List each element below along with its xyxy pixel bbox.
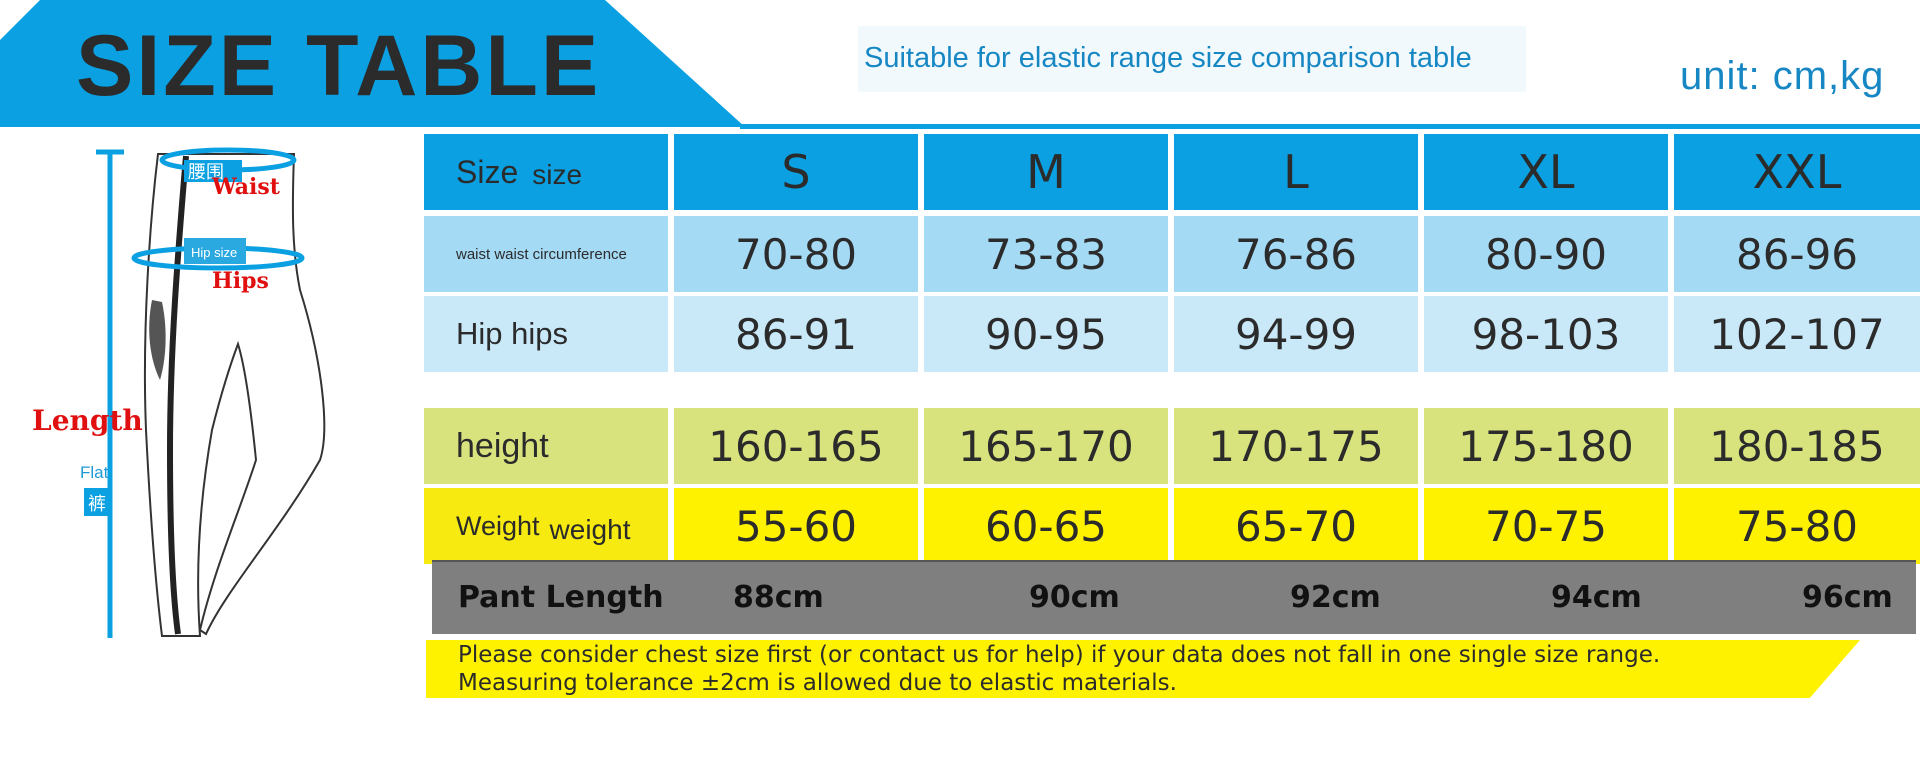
hip-size-label: Hip size [191, 245, 237, 260]
waist-cn-label: 腰围 [188, 162, 224, 183]
height-row-label: height [456, 426, 549, 465]
table-cell: 55-60 [674, 488, 918, 564]
table-cell: 75-80 [1674, 488, 1920, 564]
weight-value: 70-75 [1484, 501, 1608, 551]
table-cell: 94-99 [1174, 296, 1418, 372]
waist-value: 86-96 [1735, 229, 1859, 279]
size-cell: M [924, 134, 1168, 210]
pants-outline [143, 153, 326, 637]
pants-cn-tag [84, 488, 112, 516]
hip-size-tag [184, 238, 246, 264]
note-line-1: Please consider chest size first (or con… [458, 642, 1661, 668]
hip-label-cell: Hip hips [424, 296, 668, 372]
table-cell: 98-103 [1424, 296, 1668, 372]
hip-value: 102-107 [1709, 309, 1885, 359]
waist-value: 70-80 [734, 229, 858, 279]
hips-label: Hips [212, 268, 269, 294]
header-band [0, 0, 745, 127]
table-cell: 165-170 [924, 408, 1168, 484]
waist-value: 80-90 [1484, 229, 1608, 279]
size-xxl: XXL [1752, 145, 1842, 199]
height-value: 170-175 [1208, 421, 1384, 471]
height-value: 180-185 [1709, 421, 1885, 471]
weight-value: 60-65 [984, 501, 1108, 551]
pants-cn-label: 裤 [88, 494, 106, 515]
pant-length-label: Pant Length [458, 580, 664, 615]
flat-label: Flat [80, 463, 109, 482]
size-header-sub: size [532, 159, 583, 190]
table-header-row: Size size S M L XL XXL [424, 134, 1920, 210]
weight-row-sub: weight [549, 514, 631, 545]
waist-value: 73-83 [984, 229, 1108, 279]
table-cell: 175-180 [1424, 408, 1668, 484]
waist-label: Waist [211, 174, 281, 200]
table-cell: 70-75 [1424, 488, 1668, 564]
waist-cn-tag [184, 160, 242, 182]
hip-value: 86-91 [734, 309, 858, 359]
size-xl: XL [1517, 145, 1575, 199]
hip-row-label: Hip hips [456, 316, 568, 351]
weight-value: 55-60 [734, 501, 858, 551]
table-cell: 60-65 [924, 488, 1168, 564]
unit-label: unit: cm,kg [1680, 54, 1885, 98]
size-s: S [781, 145, 811, 199]
waist-row: waist waist circumference 70-80 73-83 76… [424, 216, 1920, 292]
subtitle: Suitable for elastic range size comparis… [864, 42, 1472, 74]
size-cell: S [674, 134, 918, 210]
waist-label-cell: waist waist circumference [424, 216, 668, 292]
pant-length-value: 96cm [1802, 580, 1893, 615]
pant-length-value: 94cm [1551, 580, 1642, 615]
height-label-cell: height [424, 408, 668, 484]
header-divider [740, 124, 1920, 129]
subtitle-box [858, 26, 1526, 92]
size-l: L [1283, 145, 1309, 199]
hip-row: Hip hips 86-91 90-95 94-99 98-103 102-10… [424, 296, 1920, 372]
table-cell: 73-83 [924, 216, 1168, 292]
note-band [426, 640, 1860, 698]
weight-label-cell: Weight weight [424, 488, 668, 564]
weight-row: Weight weight 55-60 60-65 65-70 70-75 75… [424, 488, 1920, 564]
weight-value: 65-70 [1234, 501, 1358, 551]
table-cell: 76-86 [1174, 216, 1418, 292]
weight-value: 75-80 [1735, 501, 1859, 551]
table-cell: 80-90 [1424, 216, 1668, 292]
table-cell: 86-96 [1674, 216, 1920, 292]
hip-value: 90-95 [984, 309, 1108, 359]
length-label: Length [32, 404, 143, 437]
weight-row-label: Weight [456, 510, 540, 541]
table-cell: 65-70 [1174, 488, 1418, 564]
height-value: 165-170 [958, 421, 1134, 471]
table-cell: 180-185 [1674, 408, 1920, 484]
hip-value: 98-103 [1471, 309, 1621, 359]
height-value: 160-165 [708, 421, 884, 471]
height-row: height 160-165 165-170 170-175 175-180 1… [424, 408, 1920, 484]
table-cell: 70-80 [674, 216, 918, 292]
table-cell: 160-165 [674, 408, 918, 484]
pants-logo-graphic [149, 300, 166, 380]
waist-row-label: waist waist circumference [456, 245, 627, 263]
size-header-label: Size [456, 153, 519, 190]
note-line-2: Measuring tolerance ±2cm is allowed due … [458, 670, 1177, 696]
pant-length-value: 90cm [1029, 580, 1120, 615]
size-header-cell: Size size [424, 134, 668, 210]
height-value: 175-180 [1458, 421, 1634, 471]
size-cell: L [1174, 134, 1418, 210]
pant-length-value: 88cm [733, 580, 824, 615]
page-title: SIZE TABLE [76, 18, 602, 114]
size-cell: XXL [1674, 134, 1920, 210]
size-cell: XL [1424, 134, 1668, 210]
table-cell: 170-175 [1174, 408, 1418, 484]
pant-length-value: 92cm [1290, 580, 1381, 615]
hip-value: 94-99 [1234, 309, 1358, 359]
size-m: M [1026, 145, 1066, 199]
pant-length-band [432, 562, 1916, 634]
table-cell: 86-91 [674, 296, 918, 372]
pants-illustration: 腰围 Waist Hip size Hips Length Flat 裤 [32, 147, 326, 638]
pants-side-stripe [166, 155, 189, 635]
table-cell: 102-107 [1674, 296, 1920, 372]
waist-value: 76-86 [1234, 229, 1358, 279]
table-cell: 90-95 [924, 296, 1168, 372]
